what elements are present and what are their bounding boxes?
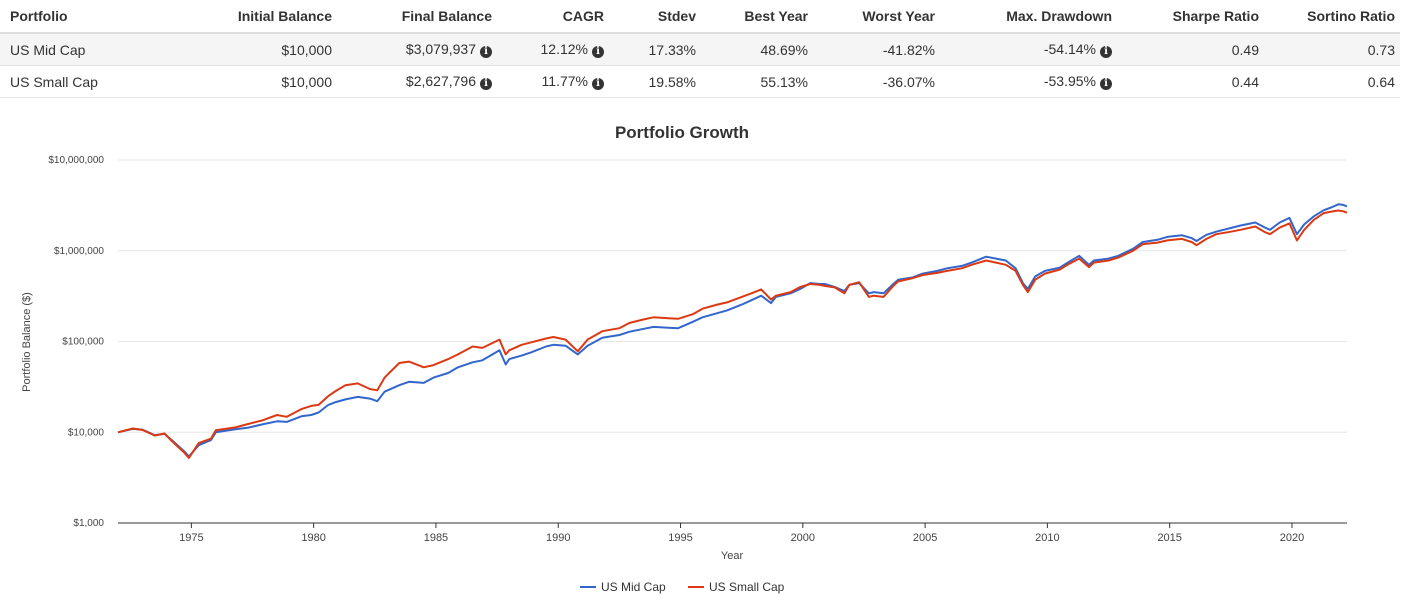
- sharpe-ratio: 0.49: [1118, 33, 1265, 66]
- col-header-sharpe-ratio[interactable]: Sharpe Ratio: [1118, 0, 1265, 34]
- x-axis-ticks: 1975 1980 1985 1990 1995 2000 2005 2010 2015 2020: [179, 523, 1304, 544]
- legend-label: US Mid Cap: [601, 580, 666, 594]
- series-line-us-small-cap: [117, 209, 1348, 459]
- final-balance-cell: $2,627,796 i: [338, 65, 498, 98]
- x-tick-label: 2005: [913, 532, 937, 544]
- y-tick-label: $10,000,000: [48, 155, 104, 166]
- chart-legend: US Mid Cap US Small Cap: [580, 580, 785, 594]
- chart-title: Portfolio Growth: [615, 123, 749, 142]
- info-circle-icon[interactable]: i: [480, 46, 492, 58]
- col-header-worst-year[interactable]: Worst Year: [814, 0, 941, 34]
- x-tick-label: 1985: [424, 532, 448, 544]
- initial-balance: $10,000: [146, 33, 338, 66]
- cagr-cell: 12.12% i: [498, 33, 610, 66]
- legend-label: US Small Cap: [709, 580, 785, 594]
- y-tick-label: $100,000: [62, 337, 104, 348]
- info-circle-icon[interactable]: i: [592, 78, 604, 90]
- col-header-max-drawdown[interactable]: Max. Drawdown: [941, 0, 1118, 34]
- x-axis-label: Year: [721, 550, 744, 562]
- cagr-cell: 11.77% i: [498, 65, 610, 98]
- col-header-initial-balance[interactable]: Initial Balance: [146, 0, 338, 34]
- col-header-best-year[interactable]: Best Year: [702, 0, 814, 34]
- final-balance: $2,627,796: [405, 73, 476, 89]
- table-row: US Mid Cap $10,000 $3,079,937 i 12.12% i 1…: [0, 33, 1400, 66]
- initial-balance: $10,000: [146, 65, 338, 98]
- portfolio-name: US Mid Cap: [0, 33, 146, 66]
- chart-grid: [118, 159, 1347, 524]
- max-drawdown-cell: -54.14% i: [941, 33, 1118, 66]
- cagr: 12.12%: [540, 41, 588, 57]
- table-header-row: Portfolio Initial Balance Final Balance …: [0, 0, 1400, 34]
- worst-year: -36.07%: [814, 65, 941, 98]
- portfolio-name: US Small Cap: [0, 65, 146, 98]
- x-tick-label: 2015: [1157, 532, 1181, 544]
- col-header-sortino-ratio[interactable]: Sortino Ratio: [1265, 0, 1400, 34]
- x-tick-label: 1995: [668, 532, 692, 544]
- max-drawdown: -54.14%: [1043, 41, 1096, 57]
- col-header-stdev[interactable]: Stdev: [610, 0, 702, 34]
- info-circle-icon[interactable]: i: [480, 78, 492, 90]
- y-axis-label: Portfolio Balance ($): [21, 292, 33, 392]
- best-year: 48.69%: [702, 33, 814, 66]
- x-tick-label: 2020: [1280, 532, 1304, 544]
- x-tick-label: 1990: [546, 532, 570, 544]
- info-circle-icon[interactable]: i: [592, 46, 604, 58]
- x-tick-label: 2010: [1035, 532, 1059, 544]
- stdev: 19.58%: [610, 65, 702, 98]
- max-drawdown: -53.95%: [1043, 73, 1096, 89]
- y-tick-label: $1,000,000: [54, 246, 104, 257]
- x-tick-label: 2000: [791, 532, 815, 544]
- chart-series: [117, 203, 1348, 459]
- y-tick-label: $10,000: [68, 427, 105, 438]
- max-drawdown-cell: -53.95% i: [941, 65, 1118, 98]
- y-axis-ticks: $1,000 $10,000 $100,000 $1,000,000 $10,000,0…: [48, 155, 104, 529]
- col-header-portfolio[interactable]: Portfolio: [0, 0, 146, 34]
- y-tick-label: $1,000: [73, 518, 104, 529]
- sortino-ratio: 0.64: [1265, 65, 1400, 98]
- portfolio-growth-chart: Portfolio Growth $1,000$10,000$100,000$1…: [21, 123, 1348, 594]
- sortino-ratio: 0.73: [1265, 33, 1400, 66]
- col-header-cagr[interactable]: CAGR: [498, 0, 610, 34]
- statistics-table: Portfolio Initial Balance Final Balance …: [0, 0, 1400, 98]
- sharpe-ratio: 0.44: [1118, 65, 1265, 98]
- info-circle-icon[interactable]: i: [1100, 46, 1112, 58]
- x-tick-label: 1975: [179, 532, 203, 544]
- info-circle-icon[interactable]: i: [1100, 78, 1112, 90]
- best-year: 55.13%: [702, 65, 814, 98]
- worst-year: -41.82%: [814, 33, 941, 66]
- final-balance-cell: $3,079,937 i: [338, 33, 498, 66]
- x-tick-label: 1980: [301, 532, 325, 544]
- cagr: 11.77%: [541, 73, 588, 89]
- stdev: 17.33%: [610, 33, 702, 66]
- col-header-final-balance[interactable]: Final Balance: [338, 0, 498, 34]
- final-balance: $3,079,937: [405, 41, 476, 57]
- table-row: US Small Cap $10,000 $2,627,796 i 11.77% i…: [0, 65, 1400, 98]
